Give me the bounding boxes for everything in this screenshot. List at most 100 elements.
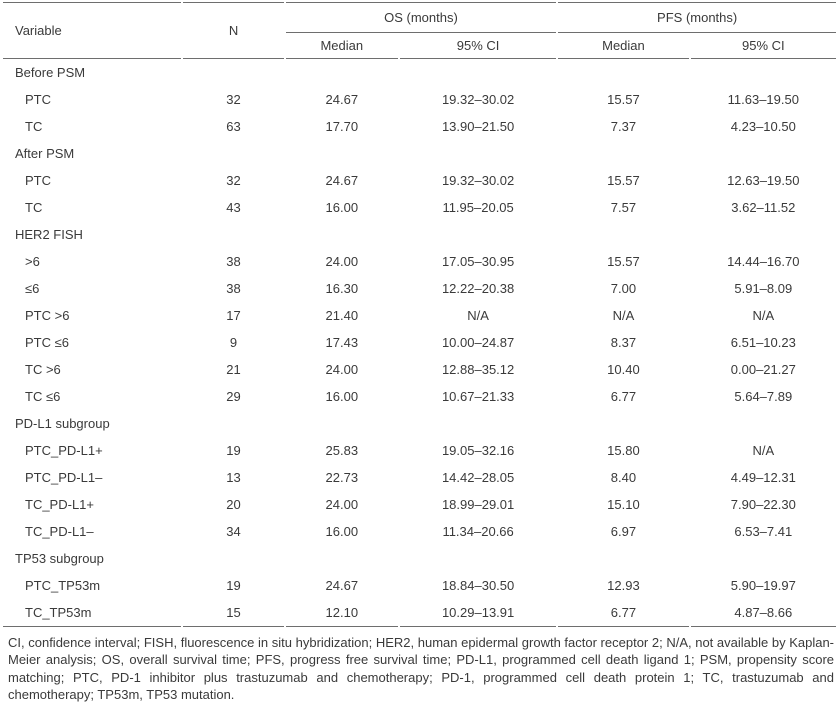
cell-variable: >6 [25, 254, 40, 269]
cell-pfs-ci: 4.23–10.50 [730, 119, 796, 134]
cell-variable: PTC >6 [25, 308, 70, 323]
cell-n: 21 [226, 362, 241, 377]
table-row: ≤6 38 16.30 12.22–20.38 7.00 5.91–8.09 [3, 275, 836, 302]
cell-pfs-median: 6.77 [558, 599, 689, 627]
cell-os-ci: 17.05–30.95 [441, 254, 515, 269]
cell-pfs-median: 10.40 [607, 362, 640, 377]
section-row: TP53 subgroup [3, 545, 836, 572]
cell-n: 20 [226, 497, 241, 512]
table-row: TC_TP53m 15 12.10 10.29–13.91 6.77 4.87–8.66 [3, 599, 836, 627]
cell-os-ci: 19.05–32.16 [441, 443, 515, 458]
header-n: N [183, 2, 284, 59]
table-footnote: CI, confidence interval; FISH, fluoresce… [8, 635, 834, 703]
table-row: TC ≤6 29 16.00 10.67–21.33 6.77 5.64–7.89 [3, 383, 836, 410]
table-row: PTC 32 24.67 19.32–30.02 15.57 11.63–19.50 [3, 86, 836, 113]
cell-pfs-ci [691, 221, 836, 248]
cell-pfs-ci: N/A [752, 308, 775, 323]
cell-n [183, 59, 283, 86]
cell-variable: HER2 FISH [15, 227, 83, 242]
cell-n: 9 [229, 335, 238, 350]
cell-os-median: 16.00 [325, 524, 359, 539]
header-row-subcolumns: Median 95% CI Median 95% CI [3, 33, 836, 59]
cell-pfs-median [558, 221, 688, 248]
cell-n: 13 [226, 470, 241, 485]
cell-pfs-ci: 11.63–19.50 [727, 92, 799, 107]
header-row-groups: Variable N OS (months) PFS (months) [3, 2, 836, 59]
cell-pfs-median: 7.57 [610, 200, 637, 215]
table-row: PTC_PD-L1+ 19 25.83 19.05–32.16 15.80 N/A [3, 437, 836, 464]
cell-os-ci [400, 59, 556, 86]
cell-os-ci: 10.29–13.91 [399, 599, 557, 627]
cell-variable: TC [25, 200, 43, 215]
cell-n [183, 140, 283, 167]
cell-pfs-ci: N/A [752, 443, 775, 458]
cell-os-median [286, 59, 398, 86]
cell-n [183, 410, 283, 437]
cell-os-median [286, 221, 398, 248]
cell-os-ci: 11.95–20.05 [442, 200, 514, 215]
cell-os-ci: 19.32–30.02 [441, 173, 515, 188]
cell-variable: TC ≤6 [25, 389, 61, 404]
table-row: PTC_PD-L1– 13 22.73 14.42–28.05 8.40 4.49–12.… [3, 464, 836, 491]
cell-os-ci: 18.84–30.50 [441, 578, 515, 593]
cell-pfs-ci: 5.91–8.09 [734, 281, 793, 296]
cell-os-ci: 13.90–21.50 [441, 119, 515, 134]
cell-os-ci: 12.88–35.12 [441, 362, 515, 377]
cell-os-median: 16.30 [325, 281, 359, 296]
header-os-ci: 95% CI [399, 33, 557, 59]
cell-os-median: 16.00 [325, 200, 359, 215]
cell-os-median [286, 545, 398, 572]
cell-pfs-median: 15.80 [607, 443, 640, 458]
header-pfs-ci: 95% CI [690, 33, 836, 59]
cell-pfs-median: 15.10 [607, 497, 640, 512]
cell-variable: PTC_PD-L1– [25, 470, 103, 485]
cell-os-median: 25.83 [325, 443, 359, 458]
header-os-median: Median [285, 33, 398, 59]
cell-n: 38 [226, 281, 241, 296]
cell-pfs-ci: 4.49–12.31 [730, 470, 796, 485]
cell-pfs-median: 15.57 [607, 92, 640, 107]
cell-pfs-ci: 3.62–11.52 [731, 200, 796, 215]
cell-n: 19 [226, 578, 241, 593]
cell-pfs-ci: 0.00–21.27 [730, 362, 796, 377]
cell-os-ci: 10.00–24.87 [441, 335, 515, 350]
cell-pfs-median: 15.57 [607, 173, 640, 188]
cell-variable: TC_PD-L1+ [25, 497, 94, 512]
cell-pfs-median: 15.57 [607, 254, 640, 269]
cell-n: 17 [226, 308, 241, 323]
cell-pfs-median: 7.00 [610, 281, 637, 296]
cell-os-median: 24.00 [325, 497, 359, 512]
cell-os-median: 22.73 [325, 470, 359, 485]
header-pfs-median: Median [558, 33, 689, 59]
table-header: Variable N OS (months) PFS (months) Medi… [3, 2, 836, 59]
cell-variable: TC >6 [25, 362, 61, 377]
table-body: Before PSM PTC 32 24.67 19.32–30.02 15.57 11.6… [3, 59, 836, 627]
section-row: PD-L1 subgroup [3, 410, 836, 437]
cell-os-ci: 11.34–20.66 [442, 524, 514, 539]
table-row: TC_PD-L1– 34 16.00 11.34–20.66 6.97 6.53–7.41 [3, 518, 836, 545]
cell-os-median: 24.67 [325, 173, 359, 188]
cell-pfs-median: 6.97 [610, 524, 637, 539]
table-row: PTC >6 17 21.40 N/A N/A N/A [3, 302, 836, 329]
cell-n: 38 [226, 254, 241, 269]
survival-table: Variable N OS (months) PFS (months) Medi… [1, 2, 838, 627]
cell-pfs-median [558, 140, 688, 167]
cell-pfs-ci [691, 140, 836, 167]
cell-os-median: 24.00 [325, 254, 359, 269]
cell-variable: Before PSM [15, 65, 86, 80]
cell-n: 19 [226, 443, 241, 458]
cell-pfs-median: N/A [612, 308, 635, 323]
cell-pfs-median [558, 59, 688, 86]
cell-os-ci [400, 221, 556, 248]
cell-pfs-median [558, 410, 688, 437]
cell-os-median: 24.67 [325, 578, 359, 593]
cell-pfs-ci [691, 59, 836, 86]
cell-variable: TC_PD-L1– [25, 524, 94, 539]
header-variable: Variable [3, 2, 182, 59]
cell-variable: After PSM [15, 146, 75, 161]
cell-n: 34 [226, 524, 241, 539]
cell-os-median: 17.43 [325, 335, 359, 350]
cell-os-ci: N/A [467, 308, 489, 323]
cell-n [183, 545, 283, 572]
